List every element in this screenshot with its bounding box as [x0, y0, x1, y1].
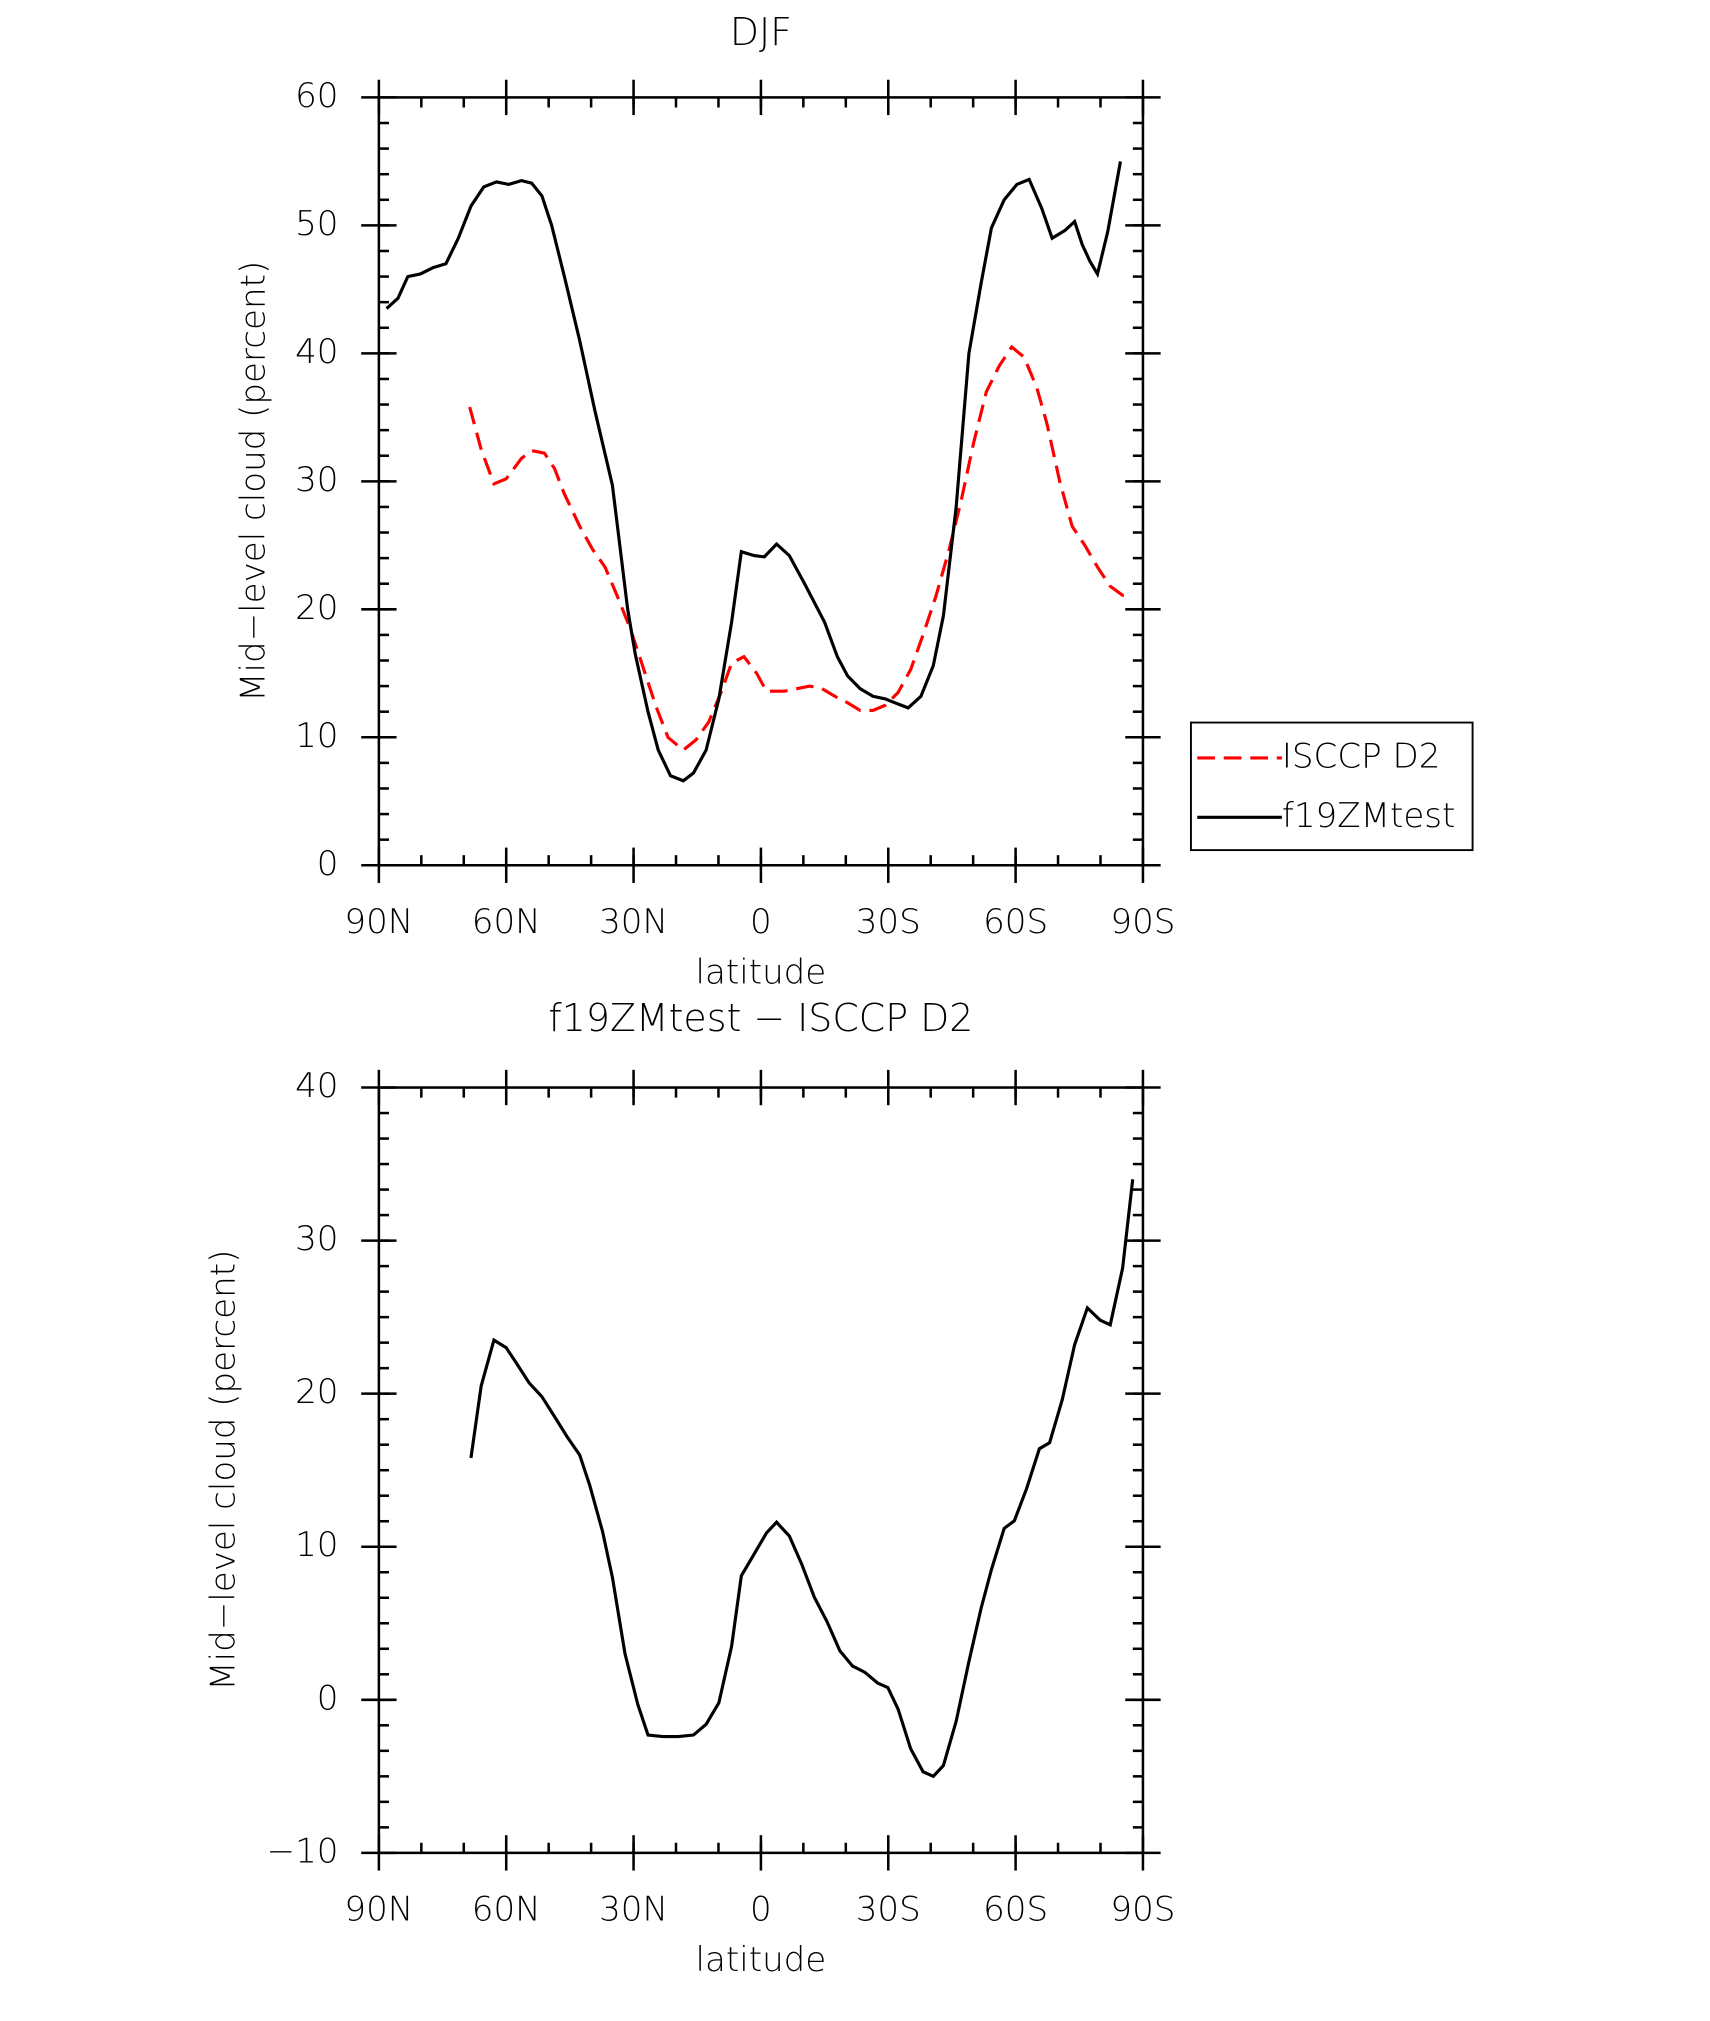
- legend-label: f19ZMtest: [1282, 796, 1456, 836]
- y-tick-label: 50: [295, 204, 338, 244]
- x-tick-label: 90N: [344, 1889, 413, 1929]
- x-axis-label: latitude: [696, 1940, 827, 1980]
- x-tick-label: 0: [750, 902, 772, 942]
- y-tick-label: 30: [295, 460, 338, 500]
- y-tick-label: −10: [267, 1831, 339, 1871]
- plot-frame: [377, 96, 1145, 867]
- y-tick-label: 10: [295, 716, 338, 756]
- x-tick-label: 30N: [599, 1889, 668, 1929]
- x-tick-label: 60N: [472, 902, 541, 942]
- y-tick-label: 20: [295, 588, 338, 628]
- y-tick-label: 20: [295, 1372, 338, 1412]
- x-tick-label: 90N: [344, 902, 413, 942]
- y-tick-label: 60: [295, 76, 338, 116]
- x-tick-label: 60S: [983, 1889, 1048, 1929]
- x-tick-label: 0: [750, 1889, 772, 1929]
- x-tick-label: 60N: [472, 1889, 541, 1929]
- data-line: [385, 161, 1123, 783]
- legend-label: ISCCP D2: [1282, 736, 1441, 776]
- x-tick-label: 30N: [599, 902, 668, 942]
- x-tick-label: 90S: [1110, 1889, 1175, 1929]
- y-tick-label: 0: [317, 844, 339, 884]
- y-tick-label: 0: [317, 1678, 339, 1718]
- x-tick-label: 60S: [983, 902, 1048, 942]
- y-tick-label: 40: [295, 332, 338, 372]
- y-tick-label: 10: [295, 1525, 338, 1565]
- data-line: [469, 1179, 1135, 1779]
- y-axis-label: Mid−level cloud (percent): [203, 1250, 243, 1691]
- y-axis-label: Mid−level cloud (percent): [234, 261, 274, 702]
- x-tick-label: 30S: [856, 902, 921, 942]
- chart-title: f19ZMtest − ISCCP D2: [548, 996, 973, 1040]
- x-tick-label: 90S: [1110, 902, 1175, 942]
- legend-box: [1189, 721, 1474, 852]
- y-tick-label: 30: [295, 1219, 338, 1259]
- plot-frame: [377, 1086, 1145, 1855]
- y-tick-label: 40: [295, 1066, 338, 1106]
- chart-title: DJF: [730, 10, 792, 54]
- x-tick-label: 30S: [856, 1889, 921, 1929]
- data-line: [468, 344, 1133, 753]
- x-axis-label: latitude: [696, 952, 827, 992]
